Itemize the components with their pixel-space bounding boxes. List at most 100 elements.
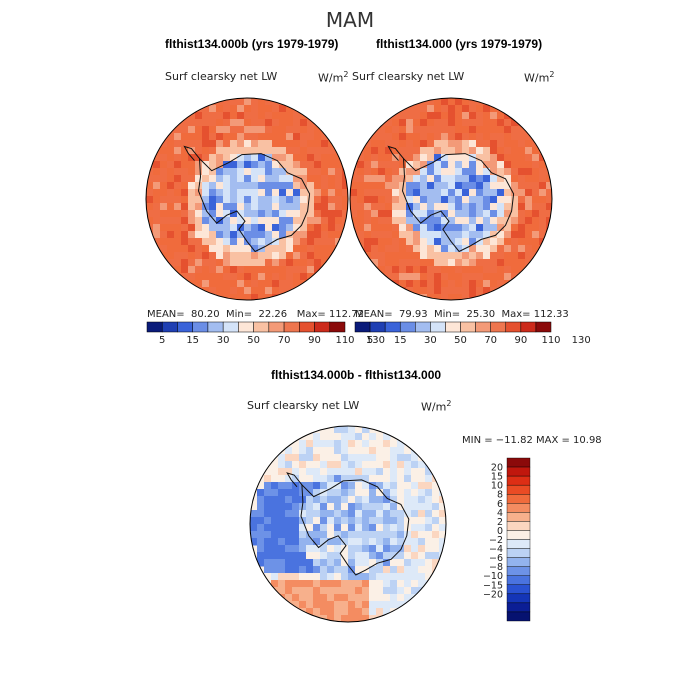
colorbar-tick-label: 15 xyxy=(394,335,407,346)
map-cell xyxy=(237,238,245,246)
map-cell xyxy=(404,587,412,595)
map-cell xyxy=(483,259,491,267)
map-cell xyxy=(313,524,321,532)
map-cell xyxy=(413,175,421,183)
map-cell xyxy=(181,161,189,169)
map-cell xyxy=(278,510,286,518)
map-cell xyxy=(383,433,391,441)
map-cell xyxy=(320,433,328,441)
map-cell xyxy=(328,175,336,183)
map-cell xyxy=(434,182,442,190)
map-cell xyxy=(448,203,456,211)
map-cell xyxy=(230,168,238,176)
map-cell xyxy=(439,559,446,567)
map-cell xyxy=(195,140,203,148)
map-cell xyxy=(390,524,398,532)
map-cell xyxy=(441,147,449,155)
map-cell xyxy=(441,224,449,232)
map-cell xyxy=(293,238,301,246)
map-cell xyxy=(383,482,391,490)
map-cell xyxy=(271,545,279,553)
map-cell xyxy=(497,140,505,148)
map-cell xyxy=(258,238,266,246)
map-cell xyxy=(348,454,356,462)
map-cell xyxy=(321,175,329,183)
map-cell xyxy=(420,105,428,113)
map-cell xyxy=(341,475,349,483)
map-cell xyxy=(230,175,238,183)
map-cell xyxy=(244,140,252,148)
map-cell xyxy=(314,266,322,274)
map-cell xyxy=(265,266,273,274)
map-cell xyxy=(306,531,314,539)
map-cell xyxy=(313,433,321,441)
map-cell xyxy=(362,475,370,483)
map-cell xyxy=(328,231,336,239)
map-cell xyxy=(320,496,328,504)
map-cell xyxy=(286,245,294,253)
map-cell xyxy=(497,168,505,176)
map-cell xyxy=(251,245,259,253)
map-cell xyxy=(483,294,491,300)
map-cell xyxy=(160,168,168,176)
map-cell xyxy=(181,133,189,141)
map-cell xyxy=(306,454,314,462)
map-cell xyxy=(413,154,421,162)
map-cell xyxy=(362,538,370,546)
map-cell xyxy=(188,224,196,232)
map-cell xyxy=(307,217,315,225)
colorbar-swatch xyxy=(506,584,531,595)
map-cell xyxy=(278,503,286,511)
colorbar-tick-label: 90 xyxy=(514,335,527,346)
panel-1-colorbar: 5 15 30 50 70 90 110 130 xyxy=(146,321,385,346)
map-cell xyxy=(546,217,552,225)
map-cell xyxy=(167,217,175,225)
map-cell xyxy=(518,189,526,197)
map-cell xyxy=(271,496,279,504)
map-cell xyxy=(378,252,386,260)
map-cell xyxy=(539,189,547,197)
map-cell xyxy=(469,105,477,113)
map-cell xyxy=(279,189,287,197)
map-cell xyxy=(286,231,294,239)
map-cell xyxy=(350,203,358,211)
map-cell xyxy=(385,154,393,162)
map-cell xyxy=(432,552,440,560)
map-cell xyxy=(279,154,287,162)
map-cell xyxy=(392,140,400,148)
map-cell xyxy=(434,147,442,155)
map-cell xyxy=(293,224,301,232)
map-cell xyxy=(385,189,393,197)
map-cell xyxy=(490,238,498,246)
map-cell xyxy=(497,280,505,288)
map-cell xyxy=(348,538,356,546)
map-cell xyxy=(285,580,293,588)
map-cell xyxy=(483,168,491,176)
map-cell xyxy=(525,252,533,260)
map-cell xyxy=(411,566,419,574)
panel-1-mean: 80.20 xyxy=(191,309,220,320)
map-cell xyxy=(455,126,463,134)
map-cell xyxy=(355,573,363,581)
map-cell xyxy=(383,573,391,581)
colorbar-tick-label: 30 xyxy=(217,335,230,346)
map-cell xyxy=(455,266,463,274)
map-cell xyxy=(378,168,386,176)
map-cell xyxy=(271,580,279,588)
map-cell xyxy=(285,454,293,462)
colorbar-swatch xyxy=(430,321,446,333)
map-cell xyxy=(392,266,400,274)
map-coastline xyxy=(300,479,410,576)
map-cell xyxy=(264,559,272,567)
panel-2-stats: MEAN= 79.93 Min= 25.30 Max= 112.33 xyxy=(355,309,569,320)
map-cell xyxy=(385,126,393,134)
map-cell xyxy=(195,238,203,246)
map-cell xyxy=(202,182,210,190)
map-cell xyxy=(146,217,154,225)
map-cell xyxy=(348,524,356,532)
map-cell xyxy=(434,203,442,211)
map-cell xyxy=(385,252,393,260)
map-cell xyxy=(434,259,442,267)
map-cell xyxy=(272,168,280,176)
map-cell xyxy=(441,189,449,197)
